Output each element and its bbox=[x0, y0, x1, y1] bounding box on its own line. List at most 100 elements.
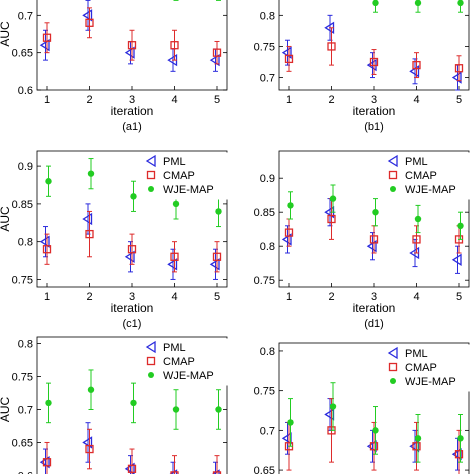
y-tick-label: 0.65 bbox=[12, 48, 33, 60]
legend-cmap-marker bbox=[388, 362, 398, 372]
x-axis-label: iteration bbox=[353, 301, 396, 315]
y-tick-label: 0.6 bbox=[18, 470, 33, 474]
y-tick-label: 0.75 bbox=[254, 386, 275, 398]
pml-point bbox=[39, 39, 50, 52]
legend-wje-map-marker bbox=[390, 186, 396, 192]
cmap-point bbox=[85, 229, 94, 239]
wje-map-point bbox=[372, 427, 379, 434]
panel-caption: (a1) bbox=[122, 121, 142, 133]
x-axis-label: iteration bbox=[111, 301, 154, 315]
chart-panel-2: 0.7 0.75 0.8 1 2 3 4 5 iteration (b1) bbox=[254, 0, 470, 133]
legend-label: PML bbox=[163, 156, 186, 168]
legend-label: CMAP bbox=[405, 362, 437, 374]
x-tick-label: 1 bbox=[286, 291, 292, 303]
wje-map-point bbox=[45, 399, 52, 407]
y-tick-label: 0.75 bbox=[12, 274, 33, 286]
wje-map-point bbox=[457, 0, 464, 7]
wje-map-point bbox=[215, 208, 222, 215]
wje-map-point bbox=[45, 178, 52, 185]
cmap-point bbox=[127, 464, 137, 473]
pml-point bbox=[82, 212, 93, 226]
x-tick-label: 4 bbox=[171, 94, 177, 106]
chart-panel-5: 0.6 0.65 0.7 0.75 0.8 AUC PML CMAP WJE-MAP bbox=[0, 336, 232, 474]
wje-map-point bbox=[130, 193, 137, 200]
y-tick-label: 0.6 bbox=[18, 85, 33, 97]
y-axis-label: AUC bbox=[0, 21, 12, 47]
legend-pml-marker bbox=[145, 154, 156, 168]
cmap-point bbox=[85, 444, 94, 454]
x-tick-label: 1 bbox=[44, 291, 50, 303]
legend-label: WJE-MAP bbox=[405, 376, 456, 388]
x-tick-label: 2 bbox=[86, 94, 92, 106]
cmap-point bbox=[454, 450, 464, 459]
wje-map-point bbox=[172, 200, 180, 208]
wje-map-point bbox=[372, 0, 379, 7]
cmap-point bbox=[42, 458, 52, 467]
wje-map-point bbox=[329, 195, 337, 202]
legend-label: CMAP bbox=[163, 170, 195, 182]
cmap-point bbox=[412, 235, 421, 244]
y-tick-label: 0.7 bbox=[260, 425, 275, 437]
pml-point bbox=[82, 9, 93, 22]
cmap-point bbox=[127, 41, 137, 50]
legend-cmap-marker bbox=[146, 170, 156, 180]
legend-wje-map-marker bbox=[390, 378, 396, 384]
cmap-point bbox=[170, 471, 179, 474]
cmap-point bbox=[454, 64, 464, 73]
legend-pml-marker bbox=[387, 346, 398, 360]
x-tick-label: 3 bbox=[129, 94, 135, 106]
pml-point bbox=[212, 469, 220, 474]
cmap-point bbox=[369, 442, 379, 451]
wje-map-point bbox=[457, 222, 464, 229]
wje-map-point bbox=[287, 202, 294, 209]
cmap-point bbox=[212, 252, 222, 261]
legend-label: WJE-MAP bbox=[163, 370, 214, 382]
x-tick-label: 5 bbox=[456, 291, 462, 303]
panel-caption: (b1) bbox=[364, 121, 384, 133]
legend-label: WJE-MAP bbox=[405, 184, 456, 196]
cmap-point bbox=[369, 235, 379, 244]
wje-map-point bbox=[172, 406, 180, 413]
wje-map-point bbox=[457, 435, 464, 442]
cmap-point bbox=[212, 48, 222, 57]
pml-point bbox=[124, 462, 135, 474]
panel-caption: (c1) bbox=[123, 318, 142, 330]
legend-label: CMAP bbox=[163, 356, 195, 368]
y-tick-label: 0.65 bbox=[254, 465, 275, 474]
y-tick-label: 0.85 bbox=[254, 207, 275, 219]
chart-panel-4: 0.75 0.8 0.85 0.9 1 2 3 4 5 iteration (d1) PML CMAP W… bbox=[254, 150, 474, 330]
wje-map-point bbox=[414, 215, 422, 223]
cmap-point bbox=[327, 214, 336, 224]
y-tick-label: 0.8 bbox=[18, 237, 33, 249]
y-tick-label: 0.8 bbox=[260, 241, 275, 253]
y-tick-label: 0.9 bbox=[18, 161, 33, 173]
cmap-point bbox=[412, 442, 421, 451]
x-tick-label: 2 bbox=[328, 94, 334, 106]
pml-point bbox=[451, 253, 462, 266]
legend-wje-map-marker bbox=[148, 186, 154, 192]
cmap-point bbox=[284, 54, 294, 64]
pml-point bbox=[39, 456, 50, 469]
cmap-point bbox=[327, 42, 336, 51]
y-tick-label: 0.85 bbox=[12, 199, 33, 211]
x-tick-label: 5 bbox=[214, 291, 220, 303]
y-tick-label: 0.9 bbox=[260, 173, 275, 185]
wje-map-point bbox=[130, 399, 137, 407]
x-tick-label: 5 bbox=[456, 94, 462, 106]
cmap-point bbox=[170, 41, 179, 50]
cmap-point bbox=[127, 245, 137, 254]
legend-label: PML bbox=[405, 348, 428, 360]
x-tick-label: 3 bbox=[371, 291, 377, 303]
wje-map-point bbox=[414, 435, 422, 442]
legend-pml-marker bbox=[387, 154, 398, 168]
legend-label: WJE-MAP bbox=[163, 184, 214, 196]
pml-point bbox=[281, 233, 292, 246]
cmap-point bbox=[42, 33, 52, 42]
y-tick-label: 0.75 bbox=[254, 41, 275, 53]
pml-point bbox=[366, 240, 377, 253]
legend-pml-marker bbox=[145, 340, 156, 354]
legend-label: PML bbox=[405, 156, 428, 168]
legend-cmap-marker bbox=[146, 356, 156, 366]
cmap-point bbox=[85, 18, 94, 27]
